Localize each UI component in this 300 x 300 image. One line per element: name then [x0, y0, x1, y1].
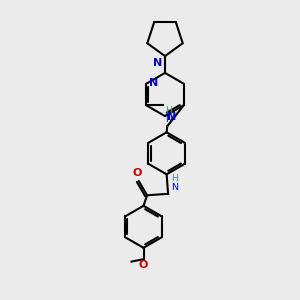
Text: N: N: [167, 112, 177, 122]
Text: N: N: [149, 78, 158, 88]
Text: H: H: [171, 174, 178, 183]
Text: N: N: [165, 115, 172, 124]
Text: H: H: [165, 106, 172, 115]
Text: N: N: [171, 183, 178, 192]
Text: O: O: [139, 260, 148, 270]
Text: N: N: [153, 58, 163, 68]
Text: O: O: [133, 168, 142, 178]
